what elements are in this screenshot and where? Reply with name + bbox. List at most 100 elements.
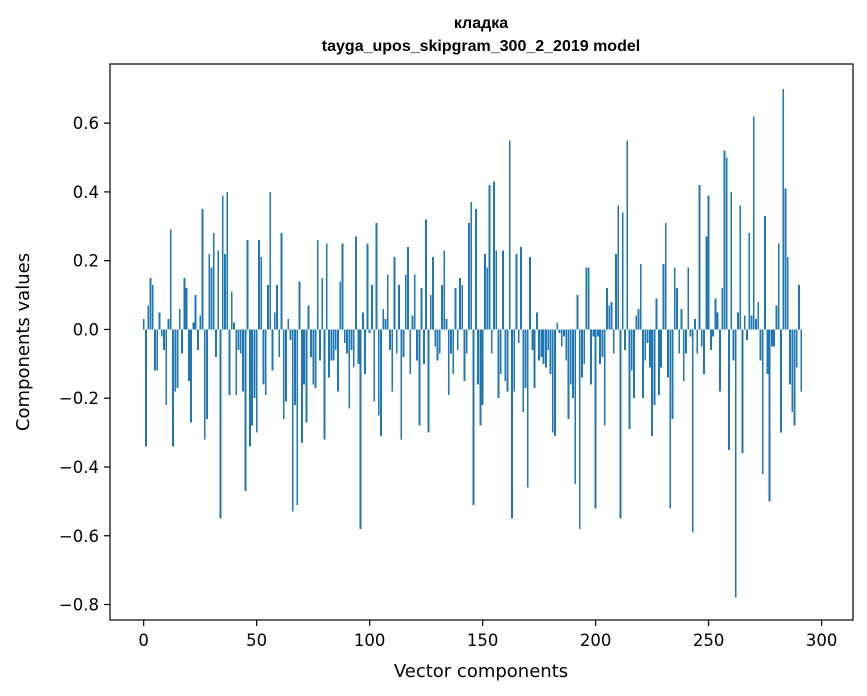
bar-component-192 bbox=[576, 295, 579, 330]
bar-component-246 bbox=[698, 185, 701, 330]
bar-component-110 bbox=[391, 329, 394, 392]
bar-component-270 bbox=[752, 116, 755, 330]
bar-component-287 bbox=[791, 329, 794, 412]
bar-component-135 bbox=[447, 329, 450, 395]
bar-component-263 bbox=[737, 312, 739, 330]
bar-component-251 bbox=[709, 329, 712, 351]
bar-component-199 bbox=[592, 329, 595, 337]
bar-component-244 bbox=[694, 319, 696, 330]
bar-component-204 bbox=[603, 329, 606, 426]
bar-component-155 bbox=[493, 181, 495, 330]
bar-component-8 bbox=[160, 329, 163, 337]
bar-component-123 bbox=[420, 288, 423, 330]
bar-component-269 bbox=[750, 315, 753, 330]
bar-component-88 bbox=[341, 243, 344, 330]
bar-component-56 bbox=[269, 191, 272, 330]
bar-component-278 bbox=[770, 329, 773, 347]
bar-component-111 bbox=[393, 257, 396, 330]
bar-component-147 bbox=[474, 209, 477, 330]
bar-component-37 bbox=[226, 191, 229, 330]
bar-component-268 bbox=[748, 233, 751, 330]
bar-component-47 bbox=[248, 329, 251, 447]
bar-component-273 bbox=[759, 329, 762, 361]
bar-component-262 bbox=[734, 329, 737, 598]
bar-component-284 bbox=[784, 188, 787, 330]
bar-component-185 bbox=[560, 329, 563, 347]
bar-component-158 bbox=[499, 329, 502, 375]
x-axis-ticks: 0 50 100 150 200 250 300 bbox=[138, 620, 837, 650]
bar-component-80 bbox=[323, 329, 326, 440]
bar-component-274 bbox=[761, 329, 764, 474]
bar-component-64 bbox=[287, 319, 290, 330]
bar-component-30 bbox=[210, 267, 213, 330]
bar-series bbox=[142, 88, 803, 598]
bar-component-93 bbox=[352, 329, 355, 368]
bar-component-183 bbox=[556, 322, 559, 330]
bar-component-55 bbox=[267, 284, 269, 330]
bar-component-0 bbox=[142, 319, 145, 330]
bar-component-105 bbox=[380, 329, 382, 437]
bar-component-70 bbox=[300, 329, 303, 443]
bar-component-161 bbox=[506, 329, 509, 392]
bar-component-276 bbox=[766, 329, 769, 375]
bar-component-236 bbox=[676, 288, 678, 330]
bar-component-241 bbox=[687, 267, 690, 330]
bar-component-60 bbox=[278, 329, 281, 357]
bar-component-151 bbox=[483, 253, 486, 330]
bar-component-119 bbox=[411, 315, 414, 330]
bar-component-125 bbox=[425, 219, 428, 330]
bar-component-18 bbox=[183, 277, 186, 330]
bar-component-26 bbox=[201, 209, 204, 330]
bar-component-176 bbox=[540, 329, 543, 357]
bar-component-187 bbox=[565, 329, 568, 361]
bar-component-214 bbox=[626, 140, 629, 330]
bar-component-53 bbox=[262, 329, 265, 385]
bar-component-109 bbox=[389, 329, 391, 351]
bar-component-2 bbox=[147, 305, 150, 330]
bar-component-19 bbox=[185, 288, 188, 330]
bar-component-210 bbox=[617, 205, 620, 330]
bar-component-9 bbox=[163, 329, 165, 351]
bar-component-283 bbox=[782, 88, 785, 330]
bar-component-243 bbox=[691, 329, 694, 533]
bar-component-175 bbox=[538, 329, 541, 361]
bar-component-255 bbox=[719, 329, 721, 392]
bar-component-16 bbox=[178, 308, 181, 330]
chart-title-line-2: tayga_upos_skipgram_300_2_2019 model bbox=[322, 38, 640, 55]
bar-component-285 bbox=[786, 257, 789, 330]
bar-component-133 bbox=[443, 250, 446, 330]
bar-component-91 bbox=[348, 329, 351, 409]
bar-component-131 bbox=[438, 329, 441, 354]
bar-component-4 bbox=[151, 284, 154, 330]
bar-component-59 bbox=[276, 284, 278, 330]
bar-component-150 bbox=[481, 329, 484, 406]
y-tick-label: 0.4 bbox=[73, 183, 99, 202]
bar-component-129 bbox=[434, 329, 437, 347]
x-tick-label: 300 bbox=[806, 631, 838, 650]
bar-component-238 bbox=[680, 308, 683, 330]
bar-component-201 bbox=[596, 329, 599, 337]
bar-component-103 bbox=[375, 222, 378, 330]
bar-component-106 bbox=[382, 308, 385, 330]
bar-component-152 bbox=[486, 267, 489, 330]
bar-component-126 bbox=[427, 329, 430, 433]
bar-component-90 bbox=[346, 329, 348, 354]
bar-component-257 bbox=[723, 150, 726, 330]
bar-component-280 bbox=[775, 305, 778, 330]
bar-component-100 bbox=[368, 329, 371, 333]
bar-component-205 bbox=[606, 288, 608, 330]
bar-component-186 bbox=[563, 329, 565, 337]
bar-component-215 bbox=[628, 329, 631, 430]
bar-component-223 bbox=[646, 329, 649, 344]
bar-component-165 bbox=[515, 253, 518, 330]
bar-component-156 bbox=[495, 250, 498, 330]
bar-component-45 bbox=[244, 329, 247, 492]
x-tick-label: 200 bbox=[580, 631, 612, 650]
bar-component-182 bbox=[554, 329, 556, 437]
bar-component-219 bbox=[637, 308, 640, 330]
y-tick-label: −0.6 bbox=[59, 527, 99, 546]
bar-component-282 bbox=[780, 329, 782, 433]
y-tick-label: 0.0 bbox=[73, 320, 99, 339]
bar-component-112 bbox=[395, 329, 398, 354]
bar-component-96 bbox=[359, 329, 362, 529]
